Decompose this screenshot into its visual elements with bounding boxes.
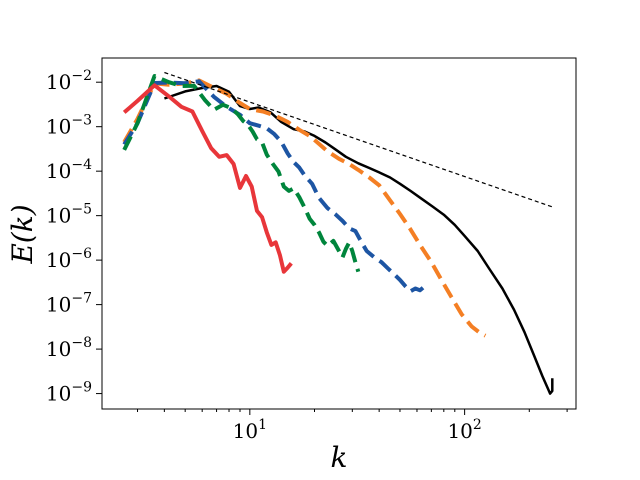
series-line-2: [122, 78, 487, 338]
series-line-6: [164, 71, 553, 208]
y-tick-label: 10−6: [46, 246, 92, 272]
y-tick-label: 10−8: [46, 335, 92, 361]
y-tick-label: 10−9: [46, 380, 92, 406]
series-line-1: [163, 84, 554, 395]
y-tick-label: 10−7: [46, 291, 92, 317]
series-line-3: [122, 79, 425, 294]
y-tick-label: 10−5: [46, 202, 92, 228]
y-tick-label: 10−4: [46, 157, 92, 183]
y-tick-label: 10−3: [46, 113, 92, 139]
series-line-5: [122, 83, 293, 274]
x-tick-label: 101: [233, 417, 267, 443]
series-layer: [122, 71, 554, 395]
series-line-4: [122, 74, 361, 273]
x-axis-label: k: [331, 441, 348, 474]
x-tick-label: 102: [447, 417, 481, 443]
tick-layer: 101 102 10−9 10−8 10−7 10−6 10−5 10−4 10−3 10−2: [46, 68, 568, 443]
y-axis-label: E(k): [6, 204, 39, 264]
plot-frame: [101, 57, 577, 410]
y-tick-label: 10−2: [46, 68, 92, 94]
